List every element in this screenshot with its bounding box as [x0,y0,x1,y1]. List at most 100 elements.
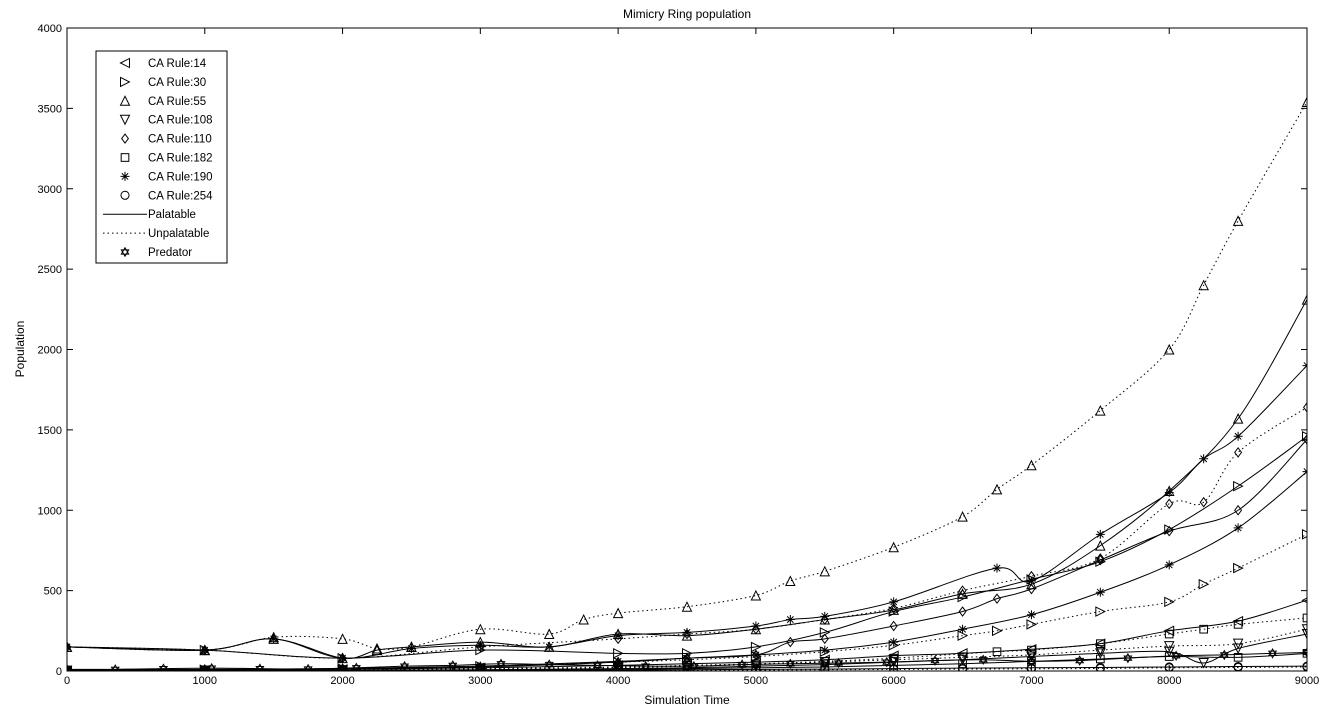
data-point [785,615,795,625]
data-point [338,666,348,671]
data-point [1075,655,1085,666]
series-ca-rule-254-dotted [67,662,1307,671]
data-point [819,659,831,671]
series-line [67,435,1307,659]
data-point [1233,620,1243,629]
data-point [613,665,623,671]
data-point [750,651,762,662]
data-point [1232,615,1244,627]
data-point [337,633,348,644]
data-point [1303,434,1307,445]
data-point [1165,498,1174,510]
data-point [303,663,313,671]
data-point [1095,648,1106,659]
data-point [476,641,485,653]
legend-entry: CA Rule:254 [120,190,213,202]
y-axis-label: Population [13,321,27,378]
data-point [1027,583,1036,595]
data-point [544,659,554,670]
data-point [1163,343,1175,355]
data-point [820,645,830,655]
x-tick-label: 4000 [606,675,630,687]
data-point [544,642,554,652]
x-tick-label: 3000 [468,675,492,687]
data-point [1232,643,1244,655]
data-point [819,646,831,658]
legend-marker [120,190,130,200]
data-point [737,659,747,670]
data-point [399,660,410,671]
data-point [681,601,693,612]
legend-box [95,50,228,264]
data-point [681,662,693,671]
x-tick-label: 8000 [1157,675,1181,687]
data-point [475,623,486,635]
legend-entry: Unpalatable [103,228,209,240]
legend-entry: CA Rule:190 [120,171,213,183]
legend-entry: Palatable [103,209,196,221]
data-point [613,631,623,641]
data-point [978,654,988,666]
data-point [957,630,969,641]
data-point [1123,652,1133,664]
data-point [889,597,899,607]
legend-label: CA Rule:14 [148,58,207,70]
data-point [1232,413,1244,424]
axes: 0 1000 2000 3000 4000 5000 6000 7000 8000 9000 0 50… [38,23,1320,687]
data-point [751,621,761,631]
data-point [199,644,211,656]
series-line [67,652,1307,671]
data-point [1198,578,1210,590]
data-point [475,665,485,671]
data-point [888,639,900,651]
data-point [785,575,796,586]
data-point [406,643,416,653]
data-point [1095,606,1106,617]
legend-marker [120,76,131,88]
data-point [1302,648,1307,658]
data-point [751,623,760,635]
data-point [475,644,486,656]
legend-entry: CA Rule:110 [121,133,212,146]
x-axis-label: Simulation Time [644,693,730,707]
legend-label: CA Rule:190 [148,171,213,183]
data-point [578,613,589,625]
data-point [255,663,265,671]
data-point [819,657,831,668]
data-point [785,658,795,670]
data-point [1165,525,1174,537]
data-point [888,606,900,617]
data-point [1095,404,1106,416]
series-layer [67,96,1307,671]
legend-marker [120,246,130,258]
data-point [1095,645,1106,656]
data-point [958,606,967,617]
data-point [475,640,485,650]
y-tick-label: 1000 [38,505,62,517]
data-point [1219,649,1229,661]
legend-marker [120,153,130,162]
data-point [1096,639,1105,648]
data-point [1233,662,1243,671]
data-point [1164,560,1174,570]
data-point [1095,587,1105,597]
data-point [1171,650,1181,662]
data-point [888,654,899,666]
data-point [1164,488,1174,498]
data-point [496,658,506,670]
data-point [820,611,830,621]
data-point [882,656,892,668]
data-point [371,642,383,654]
data-point [1026,651,1037,663]
legend-label: Palatable [148,209,196,221]
series-line [67,666,1307,671]
data-point [958,664,968,671]
data-point [1095,529,1105,539]
x-tick-label: 9000 [1295,675,1319,687]
data-point [1026,574,1038,585]
data-point [1301,294,1307,305]
chart-title: Mimicry Ring population [623,7,751,21]
legend-label: CA Rule:30 [148,77,206,89]
legend-label: CA Rule:254 [148,190,213,202]
y-tick-label: 2500 [38,264,62,276]
